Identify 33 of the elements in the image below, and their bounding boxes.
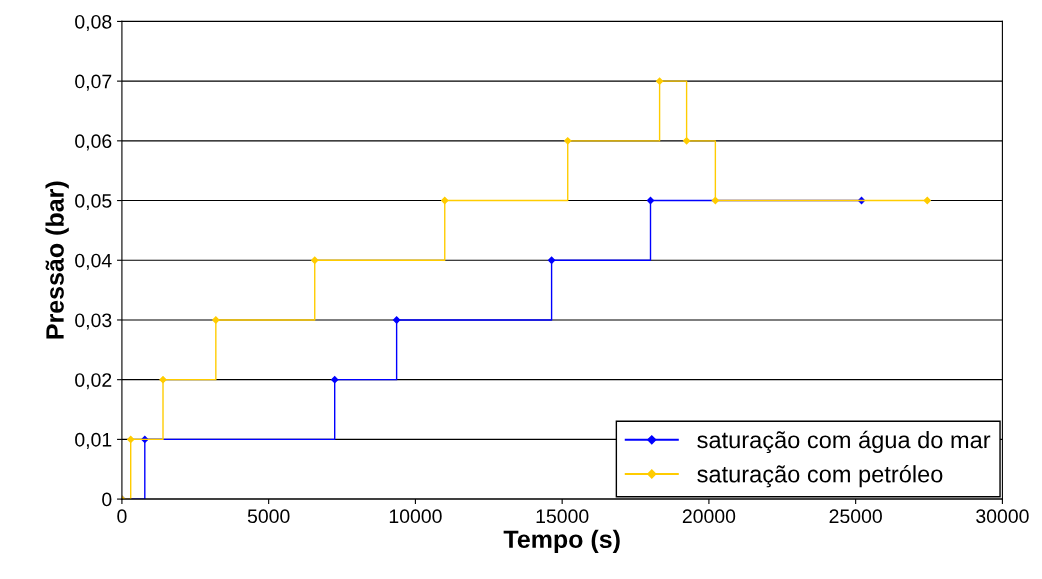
point [212, 316, 220, 324]
y-tick-label: 0,03 [75, 313, 112, 330]
point [392, 316, 401, 324]
x-tick-label: 15000 [536, 509, 589, 524]
point [564, 137, 572, 145]
y-axis-title: Pressão (bar) [45, 181, 69, 339]
x-tick-label: 20000 [682, 509, 736, 524]
point [923, 196, 931, 205]
legend-label: saturação com petróleo [697, 464, 943, 488]
y-tick-label: 0,02 [75, 373, 112, 390]
x-tick-label: 10000 [389, 509, 442, 524]
point [311, 256, 319, 264]
x-tick-label: 30000 [976, 509, 1029, 524]
x-tick-label: 0 [117, 509, 127, 524]
y-tick-label: 0,04 [75, 253, 112, 270]
x-axis-title: Tempo (s) [503, 529, 620, 554]
y-tick-label: 0,05 [75, 194, 112, 211]
point [127, 435, 135, 444]
point [159, 376, 167, 384]
y-tick-label: 0 [102, 492, 112, 507]
y-tick-label: 0,08 [75, 14, 112, 31]
point [331, 376, 339, 384]
y-tick-label: 0,01 [75, 432, 112, 449]
point [547, 256, 556, 264]
y-tick-label: 0,06 [75, 134, 112, 151]
point [682, 137, 691, 145]
point [711, 196, 720, 205]
legend-label: saturação com água do mar [697, 430, 991, 454]
point [441, 196, 449, 205]
y-tick-label: 0,07 [75, 74, 112, 91]
x-tick-label: 25000 [829, 509, 882, 524]
x-tick-label: 5000 [247, 509, 290, 524]
point [655, 77, 664, 85]
